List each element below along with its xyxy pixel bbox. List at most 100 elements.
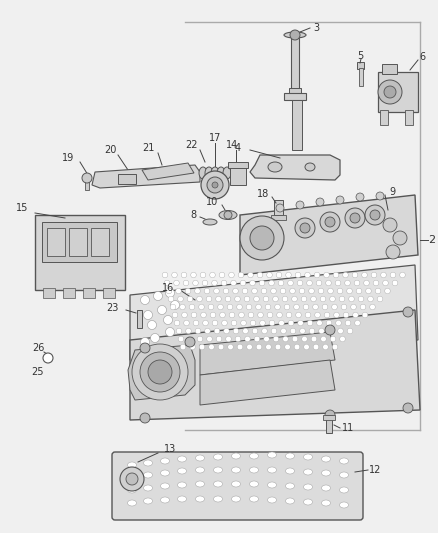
Circle shape bbox=[147, 320, 156, 329]
Circle shape bbox=[286, 312, 291, 318]
Ellipse shape bbox=[211, 167, 219, 179]
Circle shape bbox=[164, 280, 170, 286]
Circle shape bbox=[238, 272, 243, 278]
Circle shape bbox=[140, 337, 149, 346]
Ellipse shape bbox=[195, 496, 204, 502]
Circle shape bbox=[256, 344, 261, 350]
Circle shape bbox=[214, 328, 219, 334]
Circle shape bbox=[185, 288, 191, 294]
Circle shape bbox=[157, 305, 166, 314]
Circle shape bbox=[178, 336, 184, 342]
Bar bbox=[283, 93, 305, 100]
Circle shape bbox=[385, 245, 399, 259]
Circle shape bbox=[355, 193, 363, 201]
Circle shape bbox=[246, 344, 252, 350]
Ellipse shape bbox=[219, 211, 237, 220]
Ellipse shape bbox=[303, 499, 312, 505]
Circle shape bbox=[344, 320, 350, 326]
Bar bbox=[358, 68, 362, 86]
Circle shape bbox=[230, 280, 236, 286]
Circle shape bbox=[282, 296, 287, 302]
Text: 25: 25 bbox=[32, 367, 44, 377]
Circle shape bbox=[380, 272, 385, 278]
Ellipse shape bbox=[177, 482, 186, 488]
Bar bbox=[288, 88, 300, 96]
Circle shape bbox=[240, 216, 283, 260]
Circle shape bbox=[140, 295, 149, 304]
Circle shape bbox=[389, 272, 395, 278]
Circle shape bbox=[282, 336, 288, 342]
Circle shape bbox=[310, 296, 316, 302]
Ellipse shape bbox=[231, 496, 240, 502]
Circle shape bbox=[367, 296, 372, 302]
Circle shape bbox=[250, 320, 255, 326]
Circle shape bbox=[255, 304, 261, 310]
Circle shape bbox=[287, 320, 293, 326]
Circle shape bbox=[172, 312, 177, 318]
Circle shape bbox=[360, 304, 365, 310]
Circle shape bbox=[261, 288, 266, 294]
Ellipse shape bbox=[160, 470, 169, 476]
Circle shape bbox=[372, 280, 378, 286]
Circle shape bbox=[265, 304, 270, 310]
Circle shape bbox=[320, 336, 325, 342]
Circle shape bbox=[193, 320, 198, 326]
Circle shape bbox=[301, 336, 307, 342]
Ellipse shape bbox=[223, 167, 230, 179]
Circle shape bbox=[227, 344, 233, 350]
Text: 13: 13 bbox=[163, 444, 176, 454]
Bar bbox=[35, 215, 125, 290]
Circle shape bbox=[303, 304, 308, 310]
Circle shape bbox=[335, 196, 343, 204]
Circle shape bbox=[324, 410, 334, 420]
Circle shape bbox=[181, 272, 187, 278]
Circle shape bbox=[325, 320, 331, 326]
Circle shape bbox=[206, 336, 212, 342]
Circle shape bbox=[300, 296, 306, 302]
Circle shape bbox=[249, 280, 255, 286]
Circle shape bbox=[183, 280, 188, 286]
Ellipse shape bbox=[213, 454, 222, 460]
Circle shape bbox=[284, 344, 290, 350]
Circle shape bbox=[294, 218, 314, 238]
Text: 5: 5 bbox=[356, 51, 362, 61]
Circle shape bbox=[316, 320, 321, 326]
Ellipse shape bbox=[267, 162, 281, 172]
Ellipse shape bbox=[216, 167, 225, 179]
Ellipse shape bbox=[177, 468, 186, 474]
Circle shape bbox=[204, 288, 209, 294]
Circle shape bbox=[240, 320, 246, 326]
Circle shape bbox=[263, 336, 268, 342]
Circle shape bbox=[278, 280, 283, 286]
Circle shape bbox=[376, 296, 382, 302]
Polygon shape bbox=[141, 163, 194, 180]
Circle shape bbox=[153, 292, 162, 301]
Ellipse shape bbox=[303, 454, 312, 460]
Circle shape bbox=[201, 171, 229, 199]
Circle shape bbox=[328, 328, 333, 334]
Circle shape bbox=[148, 360, 172, 384]
Circle shape bbox=[268, 280, 274, 286]
Circle shape bbox=[349, 213, 359, 223]
Bar bbox=[91, 228, 109, 256]
Circle shape bbox=[225, 336, 231, 342]
Circle shape bbox=[369, 210, 379, 220]
Circle shape bbox=[346, 288, 352, 294]
Circle shape bbox=[219, 312, 225, 318]
Circle shape bbox=[191, 312, 196, 318]
Text: 16: 16 bbox=[162, 283, 174, 293]
Circle shape bbox=[194, 288, 200, 294]
Bar bbox=[42, 222, 117, 262]
Circle shape bbox=[329, 336, 335, 342]
Circle shape bbox=[268, 320, 274, 326]
Circle shape bbox=[342, 272, 347, 278]
Circle shape bbox=[314, 312, 320, 318]
Circle shape bbox=[275, 344, 280, 350]
Text: 6: 6 bbox=[418, 52, 424, 62]
Circle shape bbox=[229, 312, 234, 318]
Circle shape bbox=[295, 201, 303, 209]
Circle shape bbox=[251, 328, 257, 334]
Circle shape bbox=[184, 337, 194, 347]
Circle shape bbox=[327, 288, 332, 294]
Bar bbox=[43, 288, 55, 298]
